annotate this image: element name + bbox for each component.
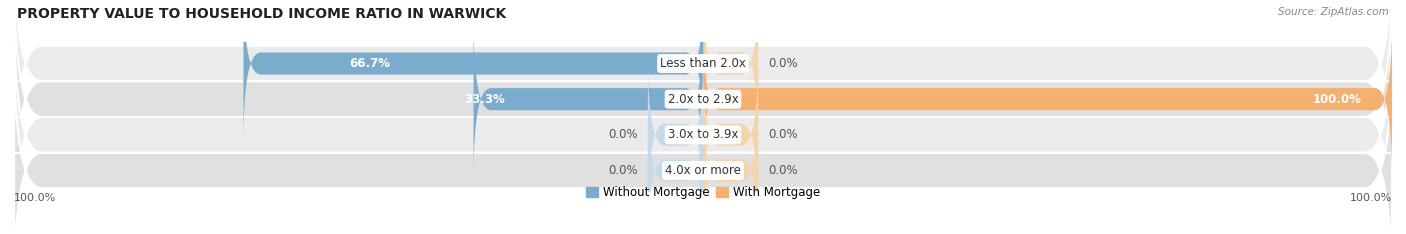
Text: Less than 2.0x: Less than 2.0x [659,57,747,70]
FancyBboxPatch shape [14,46,1392,234]
FancyBboxPatch shape [703,0,758,142]
Text: 0.0%: 0.0% [607,164,637,177]
Text: 33.3%: 33.3% [464,93,505,106]
Text: 4.0x or more: 4.0x or more [665,164,741,177]
FancyBboxPatch shape [14,0,1392,224]
Text: 66.7%: 66.7% [350,57,391,70]
Legend: Without Mortgage, With Mortgage: Without Mortgage, With Mortgage [581,182,825,204]
FancyBboxPatch shape [14,10,1392,234]
Text: 100.0%: 100.0% [14,193,56,203]
FancyBboxPatch shape [648,92,703,234]
Text: 0.0%: 0.0% [769,57,799,70]
Text: 100.0%: 100.0% [1350,193,1392,203]
Text: 0.0%: 0.0% [769,164,799,177]
FancyBboxPatch shape [703,21,1392,177]
Text: 2.0x to 2.9x: 2.0x to 2.9x [668,93,738,106]
FancyBboxPatch shape [243,0,703,142]
Text: PROPERTY VALUE TO HOUSEHOLD INCOME RATIO IN WARWICK: PROPERTY VALUE TO HOUSEHOLD INCOME RATIO… [17,7,506,21]
Text: 100.0%: 100.0% [1312,93,1361,106]
Text: 0.0%: 0.0% [607,128,637,141]
FancyBboxPatch shape [14,0,1392,188]
Text: 0.0%: 0.0% [769,128,799,141]
Text: 3.0x to 3.9x: 3.0x to 3.9x [668,128,738,141]
FancyBboxPatch shape [474,21,703,177]
FancyBboxPatch shape [703,92,758,234]
FancyBboxPatch shape [703,57,758,213]
Text: Source: ZipAtlas.com: Source: ZipAtlas.com [1278,7,1389,17]
FancyBboxPatch shape [648,57,703,213]
